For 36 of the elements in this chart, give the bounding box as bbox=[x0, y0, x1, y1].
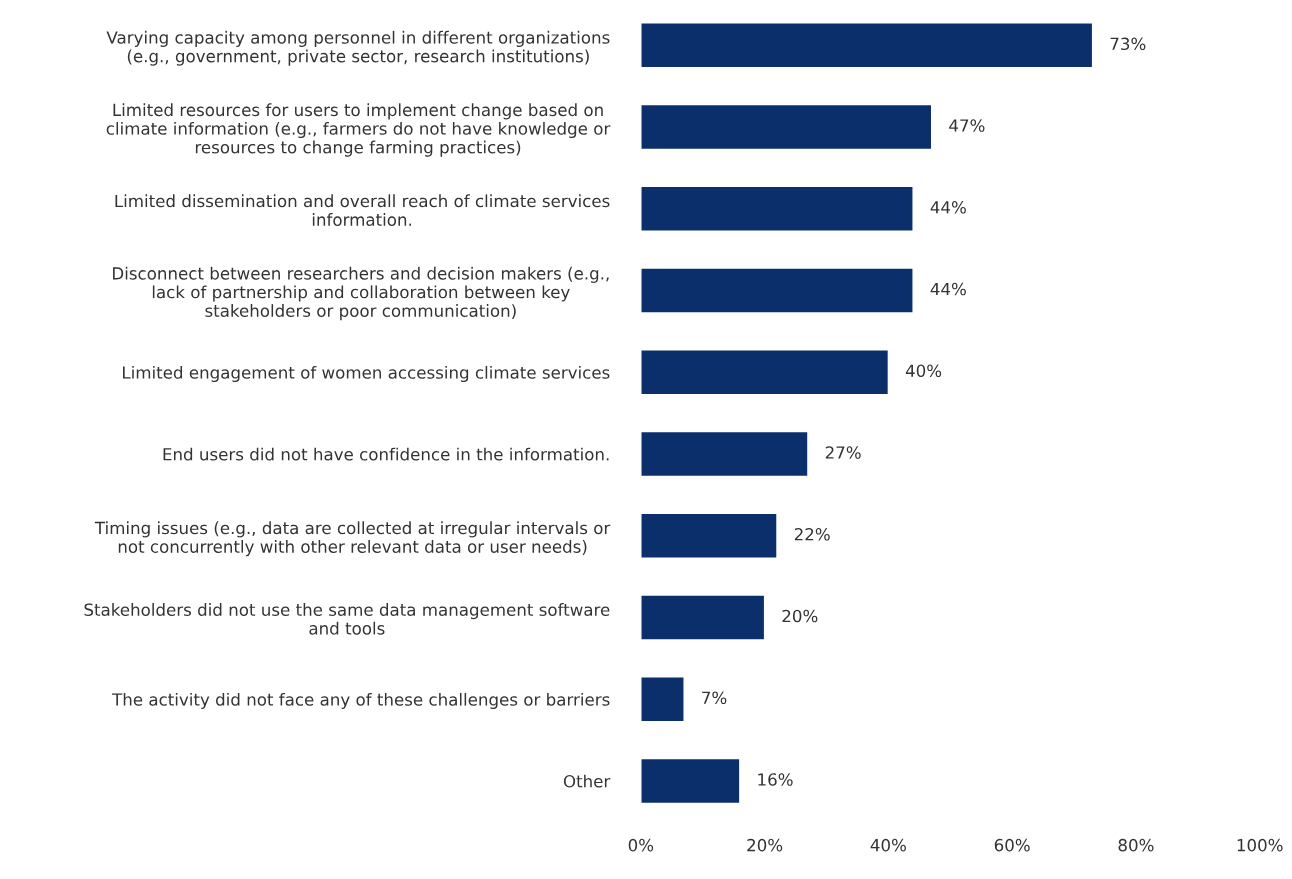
bar bbox=[640, 185, 914, 232]
bar bbox=[640, 349, 890, 396]
bar bbox=[640, 267, 914, 314]
bar bbox=[640, 757, 741, 805]
data-label: 16% bbox=[758, 773, 793, 786]
bar bbox=[640, 22, 1094, 69]
data-label: 47% bbox=[949, 119, 985, 132]
y-tick-label: Limited resources for users to implement change based on climate information (e.g., farmers do not have knowledge or resources to change farming practices) bbox=[106, 103, 611, 157]
y-tick-label: Disconnect between researchers and decision makers (e.g., lack of partnership and collaboration between key stakeholders or poor communication) bbox=[113, 266, 609, 321]
x-tick-label: 40% bbox=[870, 838, 906, 852]
y-tick-label: Varying capacity among personnel in different organizations (e.g., government, private sector, research institutions) bbox=[106, 30, 610, 66]
bar bbox=[640, 103, 933, 151]
y-tick-label: End users did not have confidence in the information. bbox=[163, 447, 609, 461]
data-label: 27% bbox=[825, 446, 861, 459]
x-tick-label: 20% bbox=[747, 838, 783, 852]
bar bbox=[640, 430, 809, 478]
data-label: 20% bbox=[782, 609, 818, 623]
data-label: 7% bbox=[702, 691, 727, 705]
y-tick-label: Limited dissemination and overall reach of climate services information. bbox=[115, 194, 610, 226]
y-tick-label: Stakeholders did not use the same data management software and tools bbox=[84, 603, 610, 635]
bar bbox=[640, 512, 778, 559]
x-tick-label: 100% bbox=[1237, 838, 1283, 852]
y-tick-label: The activity did not face any of these challenges or barriers bbox=[112, 692, 610, 710]
x-tick-label: 80% bbox=[1118, 838, 1154, 852]
bar bbox=[640, 594, 766, 641]
bar bbox=[640, 676, 685, 723]
data-label: 22% bbox=[794, 527, 830, 541]
x-tick-label: 0% bbox=[628, 838, 654, 852]
data-label: 44% bbox=[930, 200, 966, 214]
data-label: 73% bbox=[1110, 37, 1146, 51]
data-label: 40% bbox=[905, 364, 942, 378]
x-tick-label: 60% bbox=[994, 838, 1030, 852]
y-tick-label: Other bbox=[563, 774, 611, 788]
y-tick-label: Timing issues (e.g., data are collected at irregular intervals or not concurrently with other relevant data or user needs) bbox=[94, 521, 611, 557]
data-label: 44% bbox=[930, 282, 966, 296]
y-tick-label: Limited engagement of women accessing climate services bbox=[123, 365, 610, 383]
